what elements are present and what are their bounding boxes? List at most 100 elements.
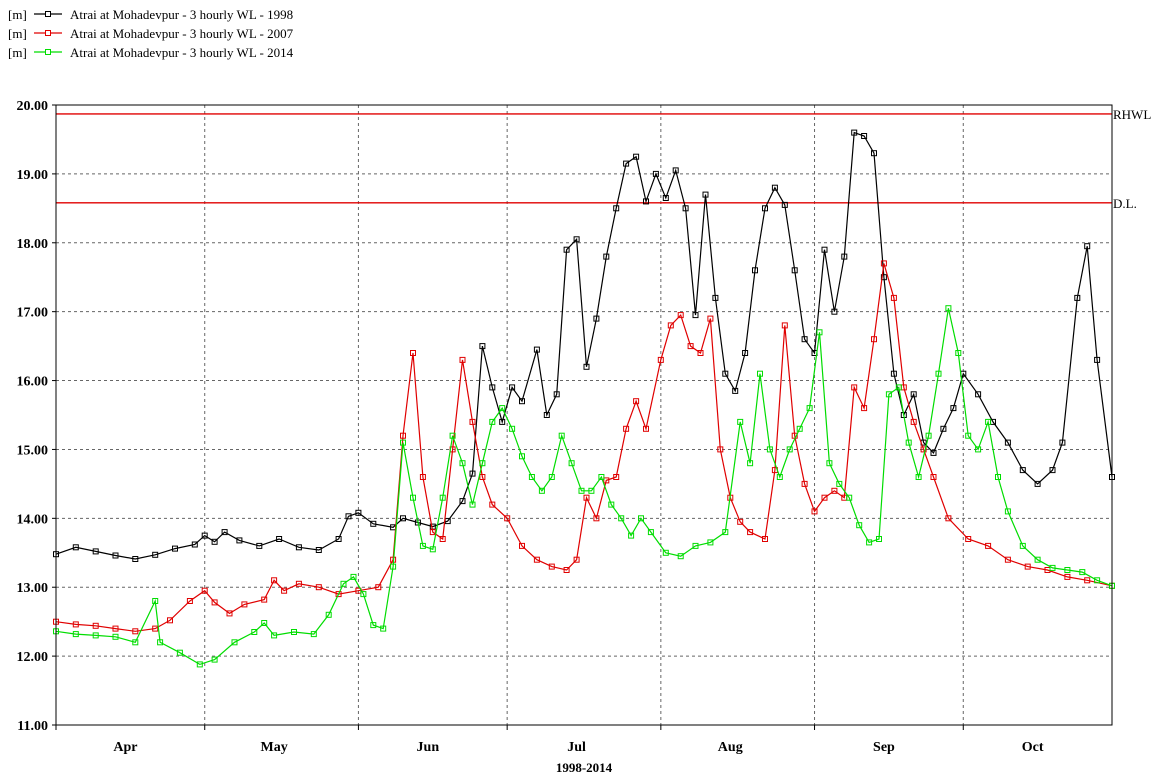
x-tick-label: Oct: [1022, 740, 1044, 755]
data-point: [1079, 569, 1086, 576]
data-point: [682, 205, 689, 212]
data-point: [950, 405, 957, 412]
data-point: [598, 474, 605, 480]
data-point: [568, 460, 575, 467]
data-point: [400, 515, 406, 522]
series-0: [53, 129, 1115, 562]
x-tick-label: Sep: [873, 740, 895, 755]
data-point: [831, 487, 838, 494]
data-point: [583, 363, 590, 370]
data-point: [737, 518, 744, 525]
x-tick-label: Jul: [567, 740, 586, 755]
data-point: [291, 629, 297, 635]
data-point: [241, 601, 248, 608]
reference-line-label: D.L.: [1113, 196, 1137, 211]
data-point: [573, 556, 580, 563]
data-point: [489, 384, 496, 391]
data-point: [965, 536, 972, 542]
data-point: [846, 494, 853, 501]
data-point: [742, 350, 749, 356]
data-point: [509, 425, 516, 432]
data-point: [519, 542, 525, 549]
data-point: [603, 253, 610, 260]
data-point: [400, 439, 406, 446]
data-point: [1004, 556, 1011, 563]
y-tick-label: 18.00: [17, 237, 49, 252]
data-point: [345, 513, 352, 520]
y-tick-label: 20.00: [17, 99, 49, 114]
y-tick-label: 19.00: [17, 168, 49, 183]
data-point: [871, 150, 877, 157]
data-point: [325, 611, 332, 618]
data-point: [172, 545, 178, 552]
data-point: [157, 639, 164, 646]
series-line: [55, 263, 1113, 632]
series-line: [55, 308, 1113, 666]
data-point: [92, 548, 99, 555]
data-point: [652, 170, 659, 177]
data-point: [152, 598, 159, 604]
data-point: [400, 432, 406, 439]
data-point: [419, 474, 426, 480]
data-point: [1094, 356, 1101, 363]
data-point: [578, 487, 585, 494]
data-point: [543, 412, 550, 418]
data-point: [871, 336, 877, 343]
data-point: [132, 556, 139, 562]
data-point: [925, 432, 932, 439]
data-point: [236, 537, 243, 544]
data-point: [712, 294, 719, 301]
data-point: [880, 274, 887, 281]
data-point: [747, 460, 754, 467]
data-point: [985, 542, 992, 549]
data-point: [112, 625, 119, 632]
data-point: [449, 432, 456, 439]
data-point: [583, 494, 590, 501]
data-point: [176, 649, 183, 656]
data-point: [920, 446, 927, 453]
data-point: [1049, 564, 1056, 571]
data-point: [533, 556, 540, 563]
reference-lines: RHWL D.L.: [56, 107, 1151, 211]
data-point: [261, 620, 268, 626]
data-point: [876, 536, 882, 542]
data-point: [1004, 508, 1011, 515]
data-point: [801, 336, 808, 343]
data-point: [548, 563, 555, 570]
data-point: [851, 384, 858, 391]
data-point: [1034, 480, 1041, 487]
data-point: [801, 480, 808, 487]
data-point: [995, 474, 1001, 480]
legend-entry: Atrai at Mohadevpur - 3 hourly WL - 1998: [70, 7, 293, 22]
x-tick-label: Apr: [113, 740, 137, 755]
data-point: [335, 536, 342, 542]
data-point: [429, 546, 436, 553]
data-point: [796, 425, 803, 432]
data-point: [781, 322, 788, 329]
data-point: [786, 446, 793, 453]
data-point: [1084, 243, 1091, 250]
data-point: [410, 350, 416, 356]
data-point: [841, 253, 848, 260]
data-point: [811, 508, 818, 515]
data-point: [548, 474, 555, 480]
data-point: [890, 370, 897, 377]
data-point: [370, 520, 377, 527]
data-point: [717, 446, 724, 453]
y-tick-label: 12.00: [17, 650, 49, 665]
data-point: [261, 596, 268, 603]
data-point: [895, 384, 902, 391]
data-point: [504, 515, 511, 522]
data-point: [469, 418, 476, 425]
data-point: [747, 529, 754, 536]
data-point: [707, 315, 714, 322]
data-point: [419, 542, 426, 549]
legend-marker: [45, 11, 51, 17]
data-point: [251, 629, 258, 635]
data-point: [295, 544, 302, 551]
data-point: [410, 494, 416, 501]
data-point: [226, 610, 233, 617]
data-point: [861, 405, 868, 412]
data-point: [965, 432, 972, 439]
data-point: [271, 632, 278, 639]
